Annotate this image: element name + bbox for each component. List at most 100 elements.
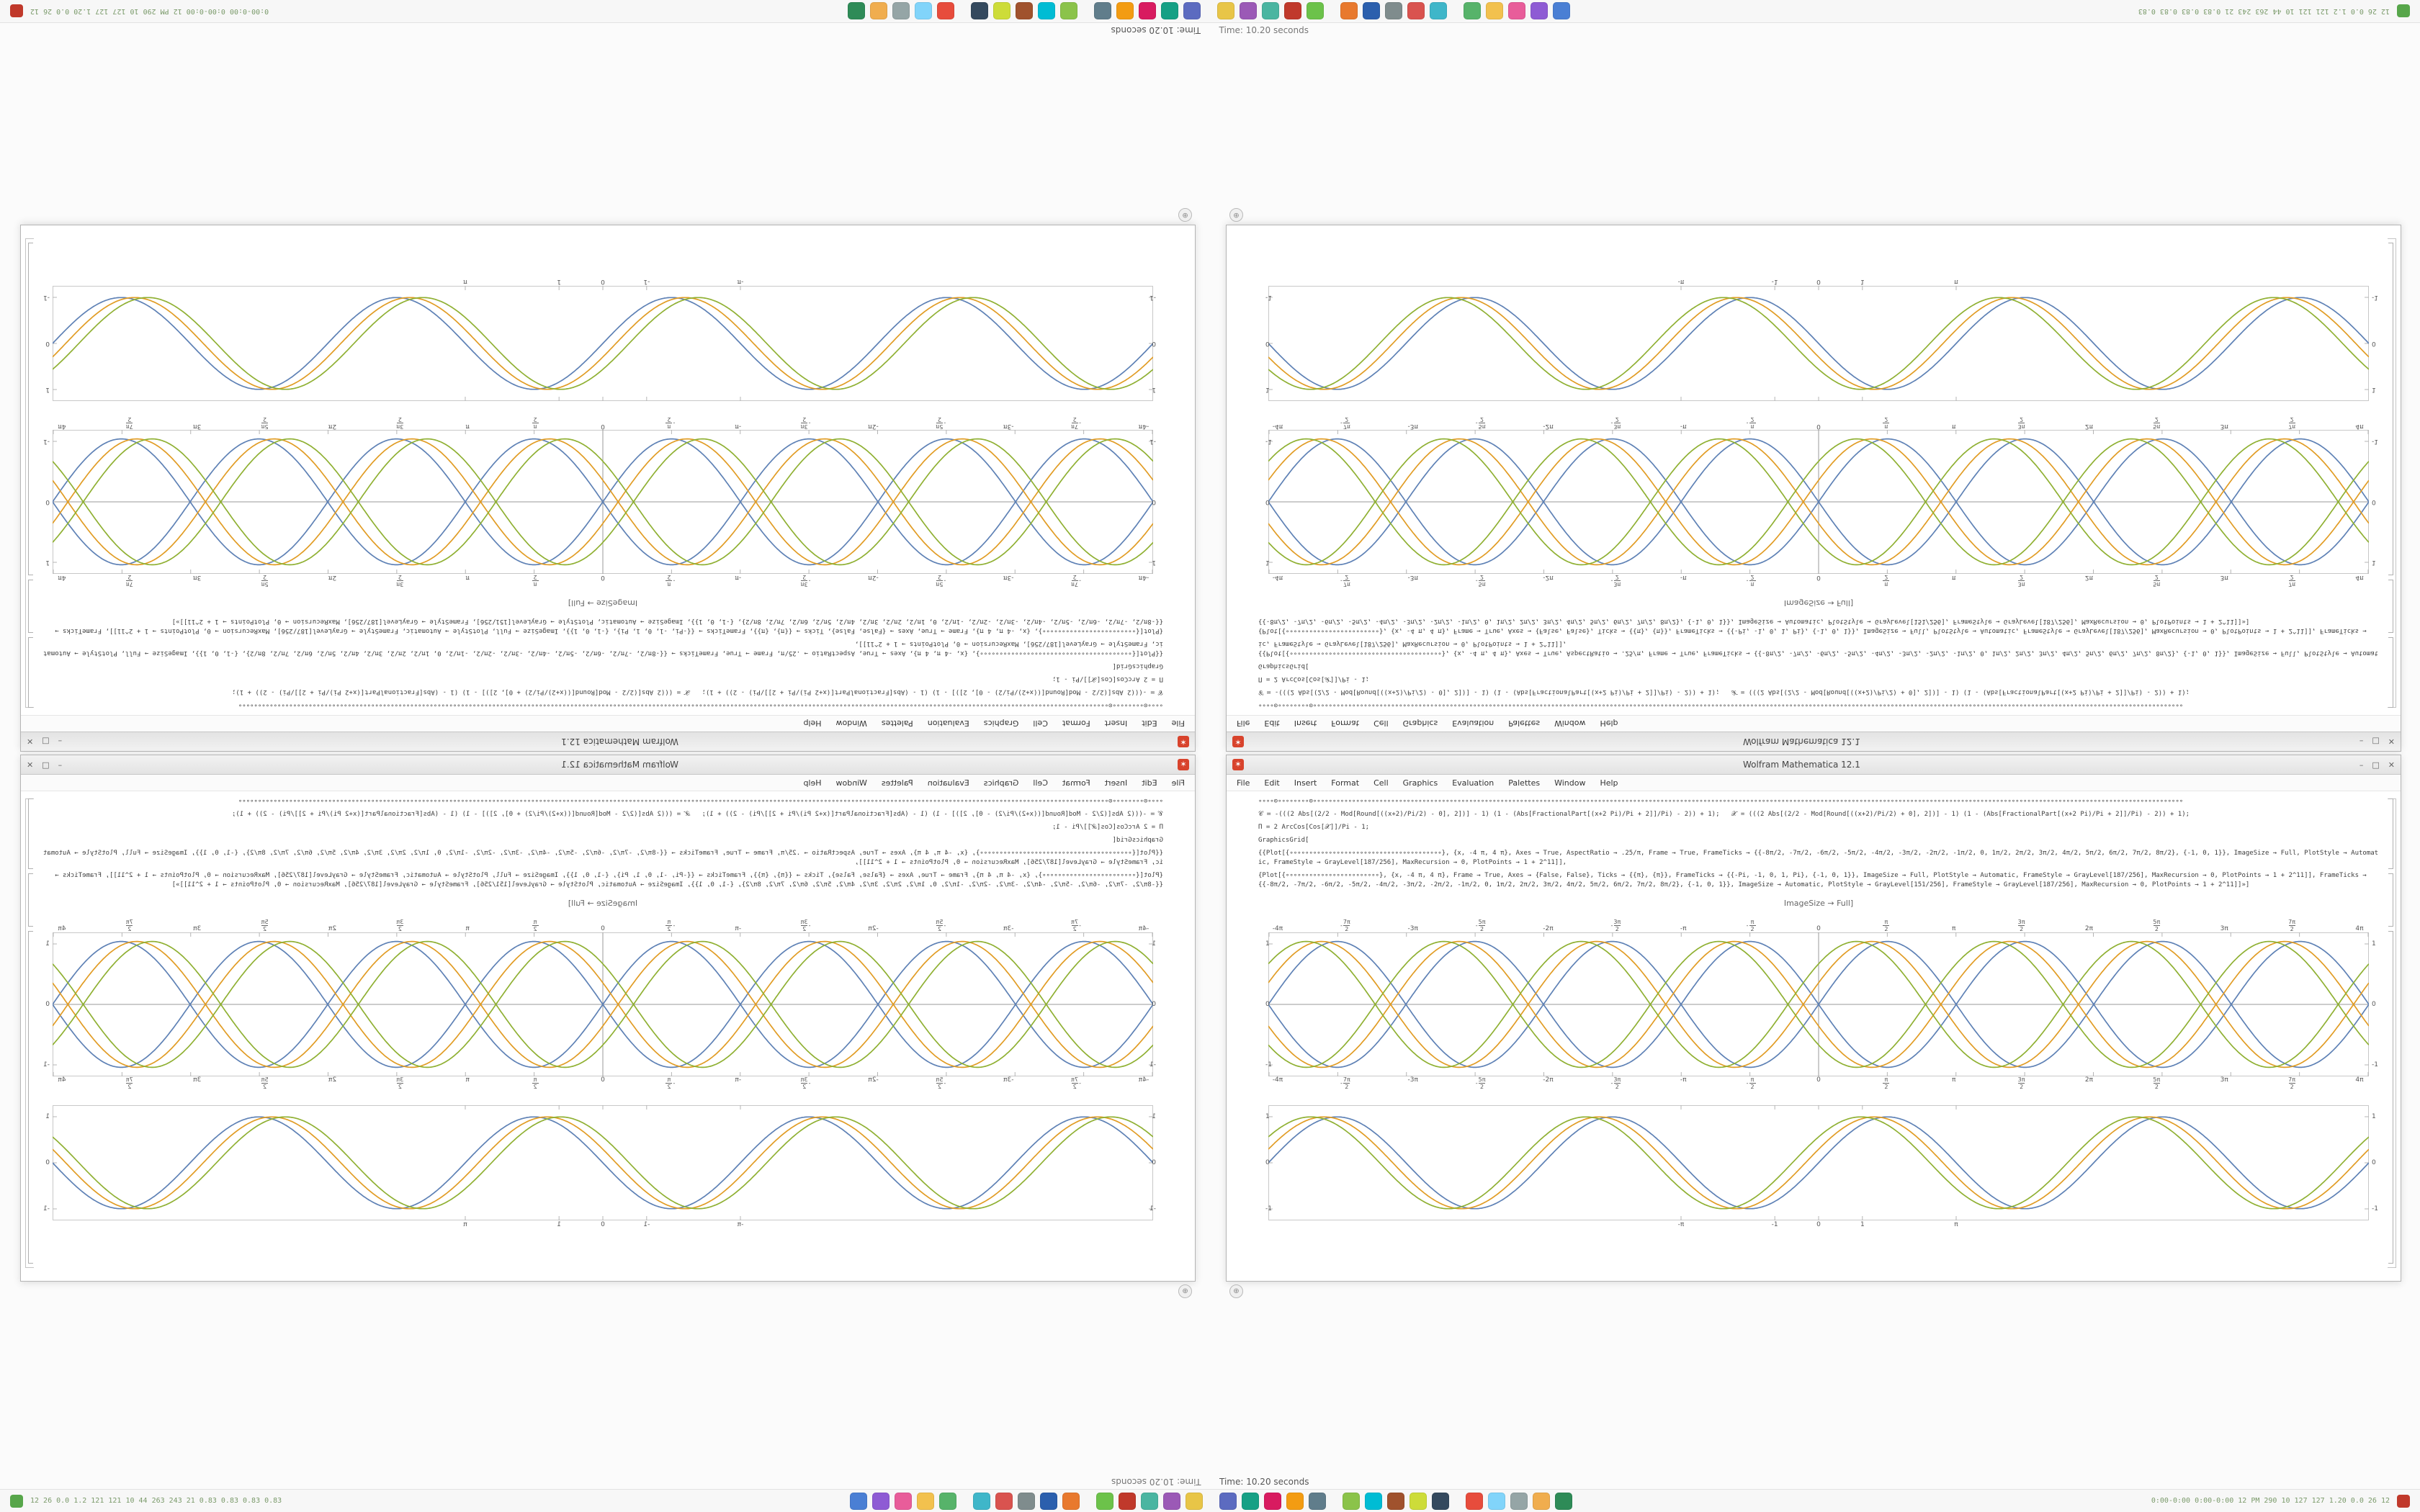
petal-plot-output[interactable]: -4π -7π 2 -3π -5π 2 -2π -3π 2 -π - π 2 0 π 2 π 3π 2 2π 5π 2 3π… xyxy=(1265,915,2378,1094)
menu-format[interactable]: Format xyxy=(1331,778,1360,788)
app-icon-2[interactable] xyxy=(894,1492,912,1510)
code-cell-4[interactable]: {{Plot[{∘∘∘∘∘∘∘∘∘∘∘∘∘∘∘∘∘∘∘∘∘∘∘∘∘∘∘∘∘∘∘∘… xyxy=(42,850,1163,866)
app-icon-29[interactable] xyxy=(1554,1492,1572,1510)
app-icon-18[interactable] xyxy=(1286,1492,1304,1510)
code-cell-0[interactable]: ∘∘∘∘⊙∘∘∘∘∘∘∘∘⊙∘∘∘∘∘∘∘∘∘∘∘∘∘∘∘∘∘∘∘∘∘∘∘∘∘∘… xyxy=(238,701,1163,708)
window-title-bar[interactable]: ✶ Wolfram Mathematica 12.1 – □ ✕ xyxy=(1227,755,2401,775)
menu-cell[interactable]: Cell xyxy=(1033,719,1048,729)
menu-insert[interactable]: Insert xyxy=(1104,778,1128,788)
minimize-icon[interactable]: – xyxy=(2359,737,2364,747)
maximize-icon[interactable]: □ xyxy=(2372,760,2380,770)
framed-sine-plot-output[interactable]: -π -1 0 1 π 1 0 -1 1 0 -1 xyxy=(1265,276,2378,401)
code-cell-4[interactable]: {{Plot[{∘∘∘∘∘∘∘∘∘∘∘∘∘∘∘∘∘∘∘∘∘∘∘∘∘∘∘∘∘∘∘∘… xyxy=(1258,850,2379,866)
app-icon-19[interactable] xyxy=(1308,1492,1326,1510)
app-icon-3[interactable] xyxy=(916,1492,934,1510)
menu-file[interactable]: File xyxy=(1237,778,1250,788)
app-icon-4[interactable] xyxy=(938,1492,956,1510)
window-title-bar[interactable]: ✶ Wolfram Mathematica 12.1 – □ ✕ xyxy=(21,732,1195,751)
code-cell-0[interactable]: ∘∘∘∘⊙∘∘∘∘∘∘∘∘⊙∘∘∘∘∘∘∘∘∘∘∘∘∘∘∘∘∘∘∘∘∘∘∘∘∘∘… xyxy=(1258,798,2184,805)
minimize-icon[interactable]: – xyxy=(58,760,63,770)
code-cell-4[interactable]: {{Plot[{∘∘∘∘∘∘∘∘∘∘∘∘∘∘∘∘∘∘∘∘∘∘∘∘∘∘∘∘∘∘∘∘… xyxy=(1258,640,2379,657)
framed-sine-plot-output[interactable]: -π -1 0 1 π 1 0 -1 1 0 -1 xyxy=(43,1105,1156,1230)
code-cell-3[interactable]: GraphicsGrid[ xyxy=(1112,662,1163,670)
petal-plot-output[interactable]: -4π -7π 2 -3π -5π 2 -2π -3π 2 -π - π 2 0 π 2 π 3π 2 2π 5π 2 3π… xyxy=(43,413,1156,591)
app-icon-0[interactable] xyxy=(849,1492,867,1510)
menu-file[interactable]: File xyxy=(1237,719,1250,729)
code-cell-2[interactable]: Π = 2 ArcCos[Cos[𝒳]]/Pi - 1; xyxy=(1258,824,1370,831)
window-corner-badge[interactable]: ⊕ xyxy=(1178,208,1192,222)
menu-graphics[interactable]: Graphics xyxy=(983,719,1019,729)
code-cell-1[interactable]: 𝒞 ≔ -(((2 Abs[(2/2 - Mod[Round[((x+2)/Pi… xyxy=(231,811,1163,818)
menu-format[interactable]: Format xyxy=(1062,719,1090,729)
menu-evaluation[interactable]: Evaluation xyxy=(1452,719,1494,729)
app-icon-14[interactable] xyxy=(1185,1492,1203,1510)
menu-evaluation[interactable]: Evaluation xyxy=(927,719,969,729)
app-icon-1[interactable] xyxy=(871,1492,889,1510)
active-window-label-mirrored[interactable]: Time: 10.20 seconds xyxy=(1111,1477,1201,1487)
minimize-icon[interactable]: – xyxy=(58,737,63,747)
code-cell-1[interactable]: 𝒞 ≔ -(((2 Abs[(2/2 - Mod[Round[((x+2)/Pi… xyxy=(1258,688,2190,696)
app-icon-24[interactable] xyxy=(1431,1492,1449,1510)
code-cell-2[interactable]: Π = 2 ArcCos[Cos[𝒳]]/Pi - 1; xyxy=(1258,675,1370,683)
menu-insert[interactable]: Insert xyxy=(1294,719,1317,729)
menu-palettes[interactable]: Palettes xyxy=(1508,719,1541,729)
menu-window[interactable]: Window xyxy=(835,719,867,729)
mathematica-spikey-icon[interactable]: ✶ xyxy=(1232,736,1244,747)
menu-help[interactable]: Help xyxy=(1600,778,1618,788)
window-title-bar[interactable]: ✶ Wolfram Mathematica 12.1 – □ ✕ xyxy=(21,755,1195,775)
mathematica-spikey-icon[interactable]: ✶ xyxy=(1178,736,1189,747)
window-corner-badge[interactable]: ⊕ xyxy=(1229,208,1243,222)
active-window-label[interactable]: Time: 10.20 seconds xyxy=(1219,1477,1309,1487)
menu-window[interactable]: Window xyxy=(1554,719,1586,729)
app-icon-6[interactable] xyxy=(995,1492,1013,1510)
code-cell-4[interactable]: {{Plot[{∘∘∘∘∘∘∘∘∘∘∘∘∘∘∘∘∘∘∘∘∘∘∘∘∘∘∘∘∘∘∘∘… xyxy=(42,640,1163,657)
app-icon-9[interactable] xyxy=(1062,1492,1080,1510)
menu-graphics[interactable]: Graphics xyxy=(1402,719,1438,729)
close-icon[interactable]: ✕ xyxy=(2388,737,2395,747)
cell-brackets[interactable] xyxy=(2385,228,2396,708)
app-icon-28[interactable] xyxy=(1532,1492,1550,1510)
code-cell-3[interactable]: GraphicsGrid[ xyxy=(1112,837,1163,844)
menu-help[interactable]: Help xyxy=(1600,719,1618,729)
app-icon-25[interactable] xyxy=(1465,1492,1483,1510)
app-icon-22[interactable] xyxy=(1386,1492,1404,1510)
cell-brackets[interactable] xyxy=(2385,798,2396,1278)
app-icon-7[interactable] xyxy=(1017,1492,1035,1510)
menu-window[interactable]: Window xyxy=(835,778,867,788)
app-icon-10[interactable] xyxy=(1095,1492,1113,1510)
menu-insert[interactable]: Insert xyxy=(1104,719,1128,729)
menu-help[interactable]: Help xyxy=(803,778,822,788)
menu-evaluation[interactable]: Evaluation xyxy=(1452,778,1494,788)
app-icon-23[interactable] xyxy=(1409,1492,1427,1510)
menu-cell[interactable]: Cell xyxy=(1373,778,1389,788)
close-icon[interactable]: ✕ xyxy=(27,760,34,770)
menu-evaluation[interactable]: Evaluation xyxy=(927,778,969,788)
app-icon-15[interactable] xyxy=(1219,1492,1237,1510)
cell-brackets[interactable] xyxy=(25,228,37,708)
maximize-icon[interactable]: □ xyxy=(42,737,50,747)
app-icon-20[interactable] xyxy=(1342,1492,1360,1510)
menu-graphics[interactable]: Graphics xyxy=(1402,778,1438,788)
menu-help[interactable]: Help xyxy=(803,719,822,729)
code-cell-2[interactable]: Π = 2 ArcCos[Cos[𝒳]]/Pi - 1; xyxy=(1052,824,1163,831)
code-cell-2[interactable]: Π = 2 ArcCos[Cos[𝒳]]/Pi - 1; xyxy=(1052,675,1163,683)
app-icon-27[interactable] xyxy=(1510,1492,1528,1510)
app-icon-11[interactable] xyxy=(1118,1492,1136,1510)
code-cell-1[interactable]: 𝒞 ≔ -(((2 Abs[(2/2 - Mod[Round[((x+2)/Pi… xyxy=(231,688,1163,696)
window-corner-badge[interactable]: ⊕ xyxy=(1229,1284,1243,1298)
mathematica-spikey-icon[interactable]: ✶ xyxy=(1232,759,1244,770)
window-corner-badge[interactable]: ⊕ xyxy=(1178,1284,1192,1298)
maximize-icon[interactable]: □ xyxy=(2372,737,2380,747)
framed-sine-plot-output[interactable]: -π -1 0 1 π 1 0 -1 1 0 -1 xyxy=(1265,1105,2378,1230)
petal-plot-output[interactable]: -4π -7π 2 -3π -5π 2 -2π -3π 2 -π - π 2 0 π 2 π 3π 2 2π 5π 2 3π… xyxy=(43,915,1156,1094)
menu-cell[interactable]: Cell xyxy=(1033,778,1048,788)
code-cell-5[interactable]: {Plot[{∘∘∘∘∘∘∘∘∘∘∘∘∘∘∘∘∘∘∘∘∘∘∘∘}, {x, -4… xyxy=(50,872,1163,888)
app-icon-8[interactable] xyxy=(1039,1492,1057,1510)
menu-palettes[interactable]: Palettes xyxy=(1508,778,1541,788)
menu-edit[interactable]: Edit xyxy=(1264,778,1280,788)
cell-brackets[interactable] xyxy=(25,798,37,1278)
code-cell-0[interactable]: ∘∘∘∘⊙∘∘∘∘∘∘∘∘⊙∘∘∘∘∘∘∘∘∘∘∘∘∘∘∘∘∘∘∘∘∘∘∘∘∘∘… xyxy=(1258,701,2184,708)
code-cell-3[interactable]: GraphicsGrid[ xyxy=(1258,837,1309,844)
app-icon-16[interactable] xyxy=(1241,1492,1259,1510)
app-icon-12[interactable] xyxy=(1140,1492,1158,1510)
